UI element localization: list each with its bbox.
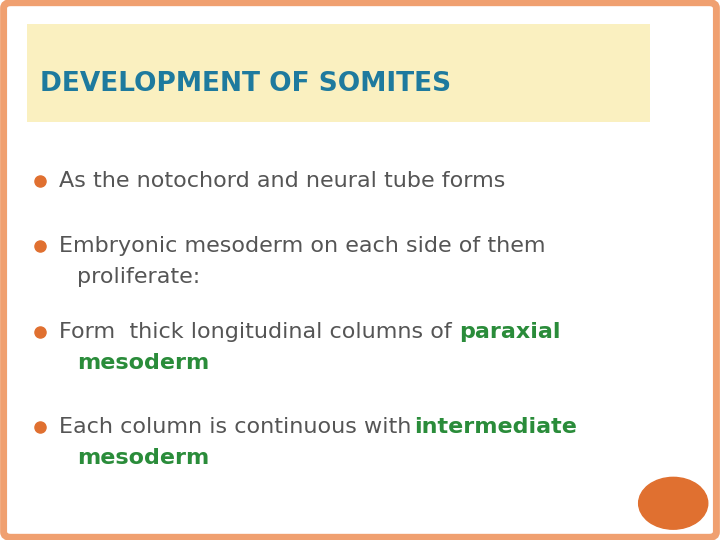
Text: mesoderm: mesoderm [77, 353, 210, 374]
Text: As the notochord and neural tube forms: As the notochord and neural tube forms [59, 171, 505, 191]
Text: Form  thick longitudinal columns of: Form thick longitudinal columns of [59, 322, 459, 342]
Text: DEVELOPMENT OF SOMITES: DEVELOPMENT OF SOMITES [40, 71, 451, 97]
FancyBboxPatch shape [27, 24, 650, 122]
Text: Embryonic mesoderm on each side of them: Embryonic mesoderm on each side of them [59, 235, 546, 256]
Text: mesoderm: mesoderm [77, 448, 210, 468]
Text: intermediate: intermediate [414, 416, 577, 437]
Text: Each column is continuous with: Each column is continuous with [59, 416, 418, 437]
Text: proliferate:: proliferate: [77, 267, 200, 287]
Circle shape [639, 477, 708, 529]
Text: paraxial: paraxial [459, 322, 560, 342]
